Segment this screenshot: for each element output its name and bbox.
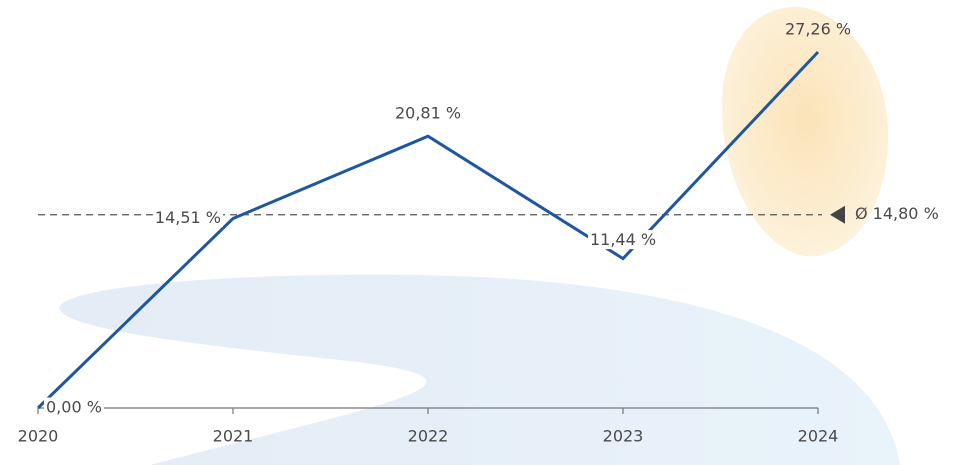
value-label: 14,51 % <box>155 208 221 227</box>
x-tick-label: 2023 <box>603 427 644 446</box>
value-label-bg <box>44 397 104 417</box>
value-label: 0,00 % <box>46 398 102 417</box>
average-label: Ø 14,80 % <box>855 204 939 223</box>
value-label-bg <box>152 208 223 228</box>
value-label-bg <box>587 230 659 250</box>
x-tick-label: 2021 <box>213 427 254 446</box>
x-tick-label: 2022 <box>408 427 449 446</box>
value-label-bg <box>392 103 464 123</box>
decor-wave <box>59 274 901 465</box>
decor-blob <box>721 6 889 257</box>
value-label: 20,81 % <box>395 104 461 123</box>
x-tick-label: 2024 <box>798 427 839 446</box>
plot: Ø 14,80 % 2020 2021 2022 2023 2024 0,00 % 14,51… <box>18 20 939 446</box>
line <box>36 50 820 410</box>
x-tick-label: 2020 <box>18 427 59 446</box>
value-label: 27,26 % <box>785 20 851 39</box>
value-label: 11,44 % <box>590 230 656 249</box>
average-marker <box>830 205 845 224</box>
